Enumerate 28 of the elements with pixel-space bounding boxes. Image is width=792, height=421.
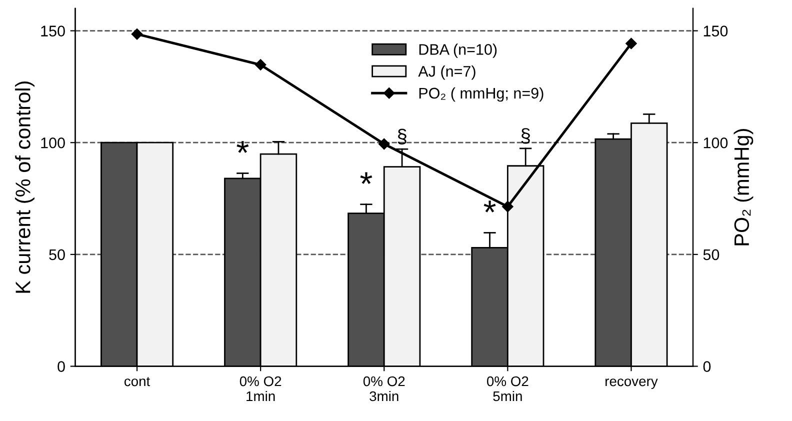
y2-axis-title: PO₂ (mmHg) — [734, 129, 754, 246]
y-tick-label: 150 — [41, 26, 65, 36]
x-tick-label: 0% O2 1min — [240, 376, 282, 402]
point — [254, 59, 266, 70]
legend-label: DBA (n=10) — [419, 44, 497, 58]
x-tick-label: cont — [124, 377, 150, 386]
y-tick-label: 50 — [49, 249, 65, 260]
x-tick-label: 0% O2 3min — [363, 376, 405, 402]
y2-tick-label: 0 — [703, 361, 711, 372]
y2-tick-label: 100 — [704, 137, 728, 148]
y-axis-title: K current (% of control) — [15, 82, 34, 293]
legend-label: AJ (n=7) — [418, 66, 476, 80]
legend-label: PO₂ ( mmHg; n=9) — [419, 87, 544, 102]
y-tick-label: 0 — [58, 361, 65, 372]
annotation: § — [398, 128, 406, 144]
point — [626, 38, 637, 50]
y-tick-label: 100 — [41, 137, 65, 148]
x-tick-label: recovery — [606, 378, 658, 389]
point — [378, 138, 390, 150]
annotation: * — [484, 200, 496, 212]
y2-tick-label: 150 — [704, 26, 728, 36]
point — [131, 28, 143, 40]
x-tick-label: 0% O2 5min — [486, 376, 528, 402]
point — [502, 200, 514, 212]
annotation: * — [236, 141, 249, 153]
y2-tick-label: 50 — [703, 249, 720, 260]
annotation: * — [360, 172, 372, 184]
annotation: § — [521, 128, 530, 144]
